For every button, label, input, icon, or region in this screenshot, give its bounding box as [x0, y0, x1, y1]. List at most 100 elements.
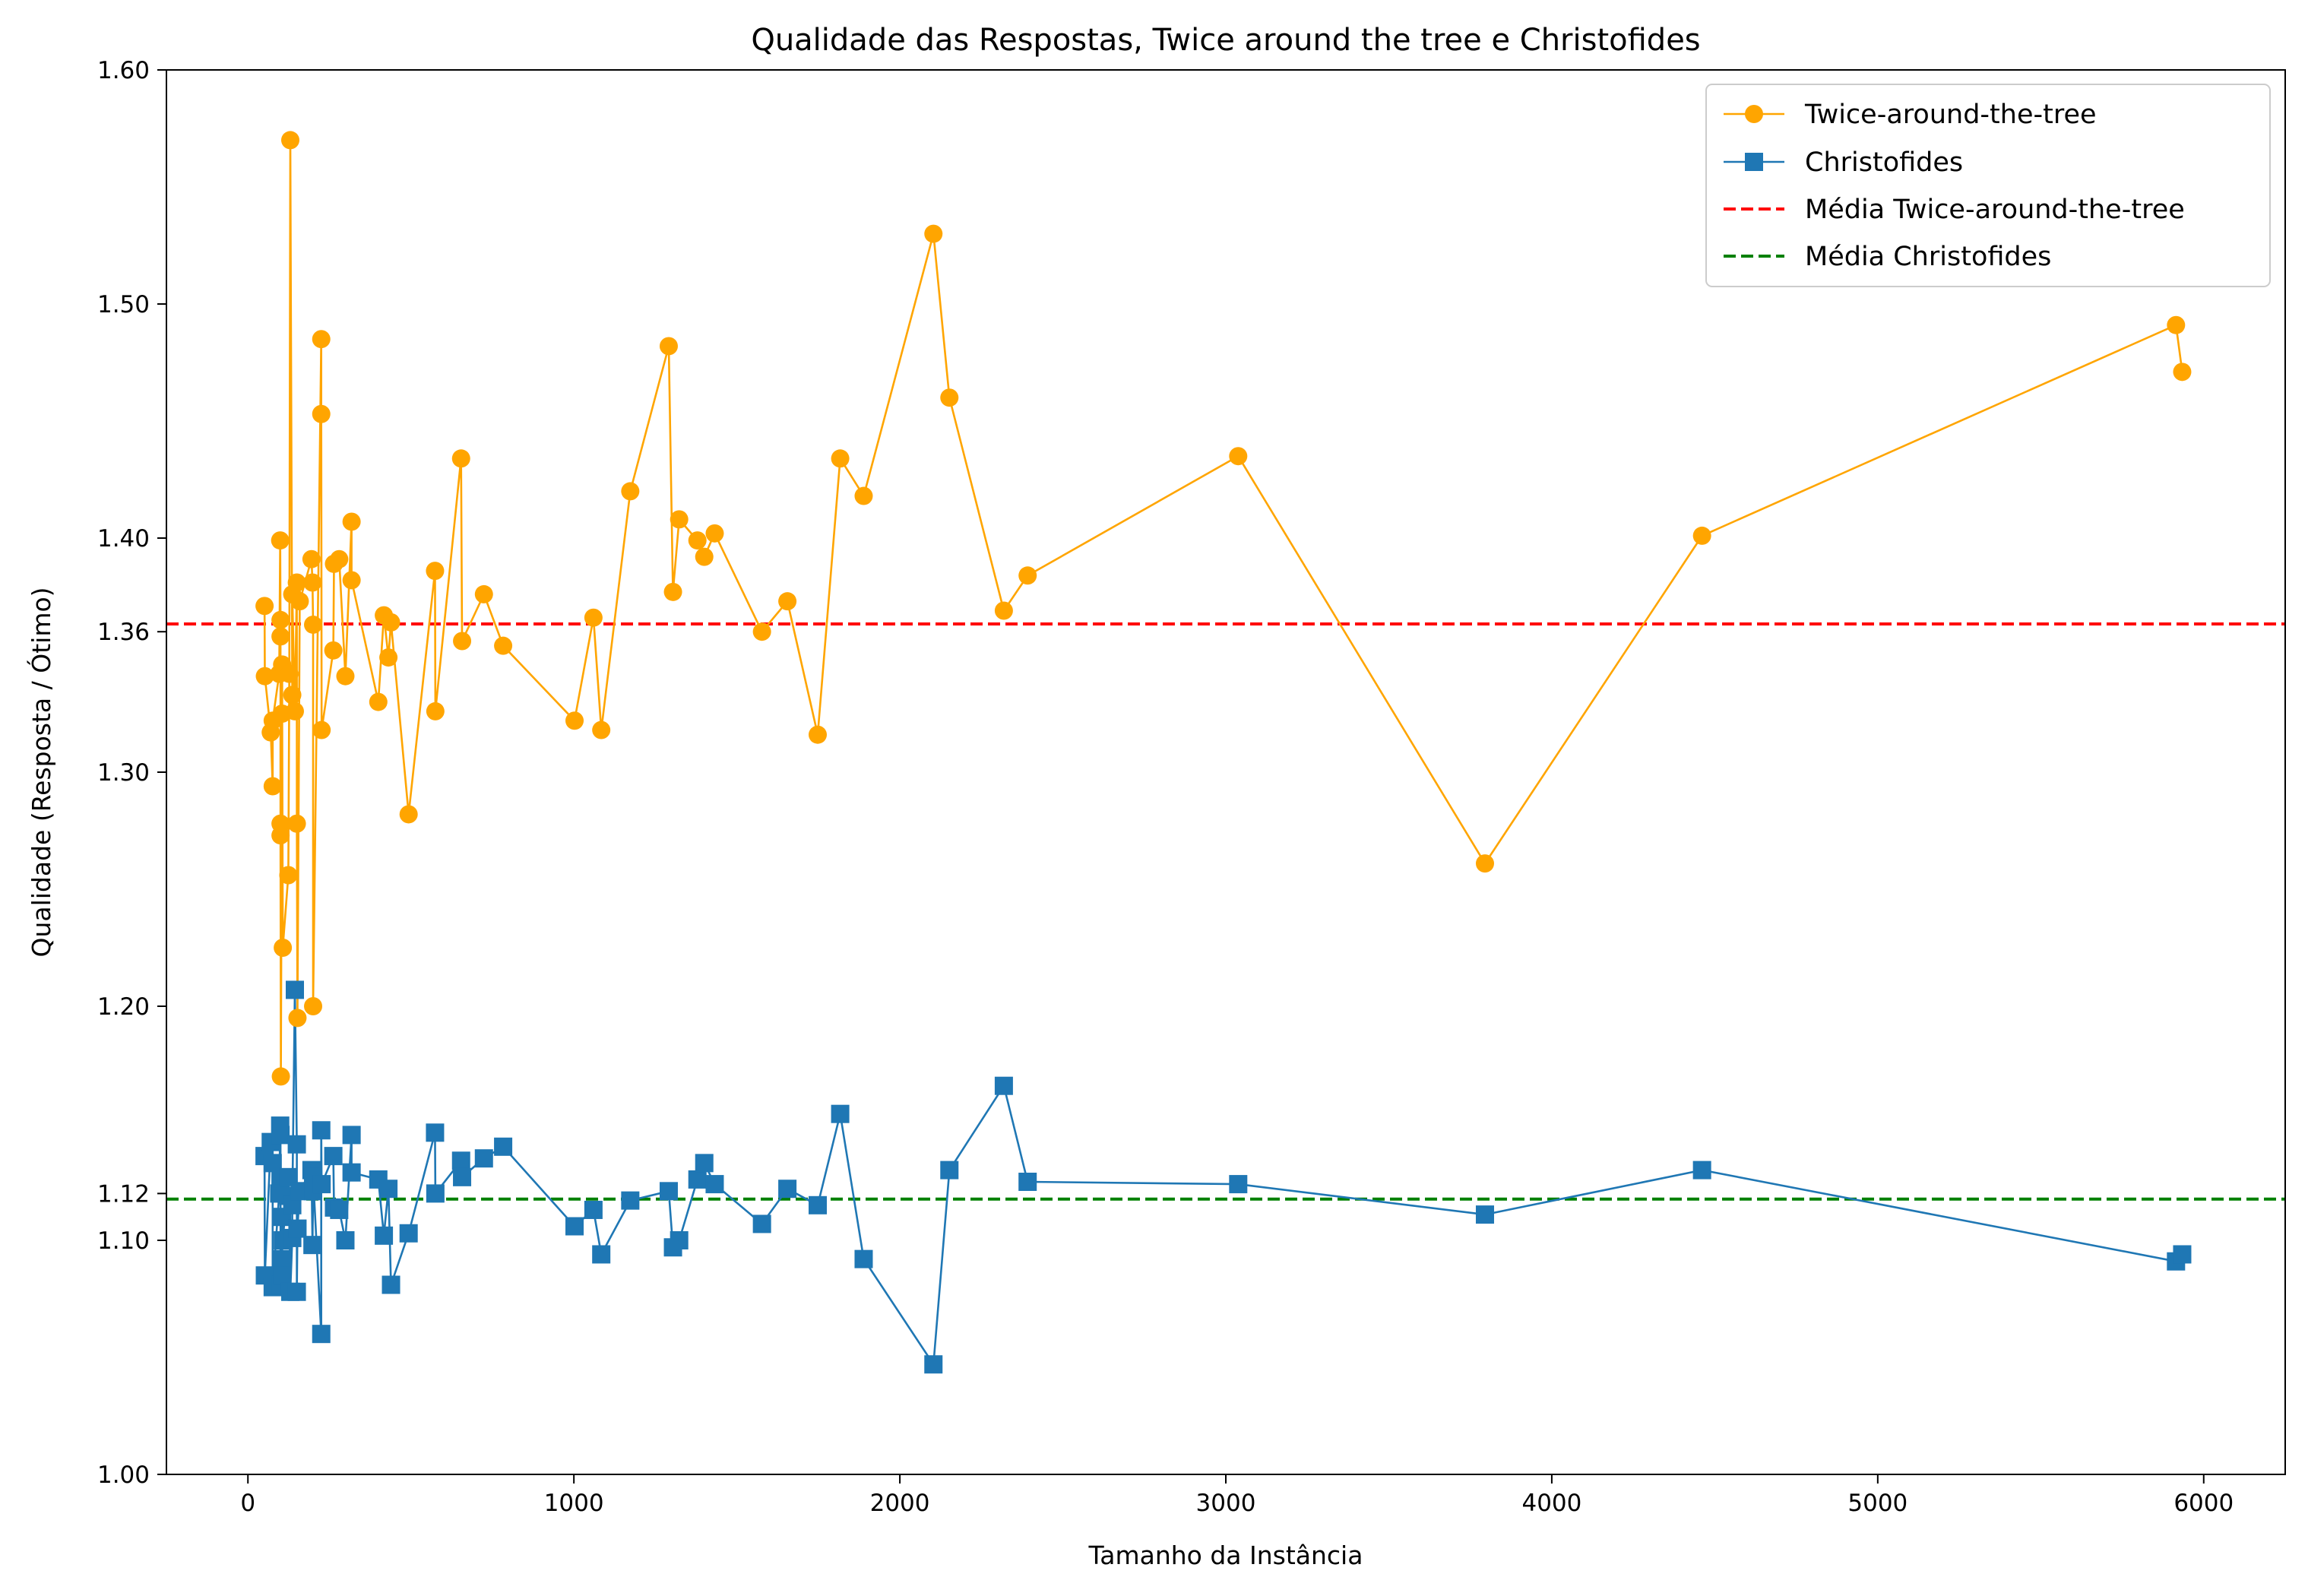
data-point-christofides: [342, 1126, 361, 1145]
data-point-christofides: [426, 1184, 445, 1203]
y-axis: 1.00 1.10 1.12 1.20 1.30 1.36 1.40 1.50 1.60: [97, 57, 166, 1489]
data-point-christofides: [752, 1214, 771, 1233]
data-point-twice: [287, 573, 306, 592]
data-point-christofides: [778, 1180, 797, 1199]
x-tick-label: 4000: [1521, 1490, 1581, 1517]
data-point-twice: [453, 632, 472, 651]
data-point-twice: [565, 711, 584, 730]
data-point-twice: [705, 524, 724, 543]
data-point-christofides: [705, 1175, 724, 1194]
legend-label-twice-mean: Média Twice-around-the-tree: [1805, 195, 2185, 225]
data-point-twice: [312, 330, 331, 349]
reference-lines: [166, 622, 2285, 1201]
plot-background: [166, 70, 2285, 1474]
data-point-christofides: [659, 1182, 678, 1201]
data-point-christofides: [808, 1195, 827, 1214]
x-axis: 0 1000 2000 3000 4000 5000 6000: [240, 1474, 2234, 1517]
data-point-christofides: [592, 1245, 611, 1264]
data-point-christofides: [324, 1147, 343, 1166]
data-point-christofides: [2173, 1245, 2192, 1264]
data-point-christofides: [695, 1154, 714, 1173]
data-point-christofides: [271, 1249, 290, 1268]
data-point-twice: [369, 692, 388, 711]
x-tick-label: 5000: [1847, 1490, 1908, 1517]
legend-marker-christofides: [1745, 153, 1763, 171]
data-point-twice: [312, 404, 331, 423]
data-point-christofides: [330, 1200, 349, 1219]
data-point-twice: [426, 562, 445, 581]
data-point-christofides: [288, 1219, 307, 1238]
legend-label-christofides: Christofides: [1805, 147, 1963, 178]
y-tick-label: 1.36: [97, 619, 150, 646]
data-point-christofides: [426, 1123, 445, 1142]
data-point-twice: [584, 608, 603, 627]
data-point-twice: [994, 601, 1013, 620]
data-point-twice: [808, 725, 827, 744]
data-point-twice: [342, 512, 361, 531]
data-point-christofides: [1018, 1173, 1037, 1191]
data-point-christofides: [303, 1236, 322, 1255]
data-point-christofides: [670, 1231, 689, 1249]
data-point-christofides: [584, 1200, 603, 1219]
x-tick-label: 0: [240, 1490, 255, 1517]
data-point-christofides: [375, 1226, 394, 1245]
data-point-twice: [255, 667, 274, 686]
y-tick-label: 1.40: [97, 525, 150, 553]
data-point-twice: [451, 449, 470, 468]
legend-box: [1705, 84, 2271, 287]
data-point-twice: [474, 584, 493, 603]
y-tick-label: 1.00: [97, 1461, 150, 1489]
data-point-twice: [324, 641, 343, 660]
data-point-christofides: [494, 1137, 513, 1156]
data-point-twice: [287, 814, 306, 833]
legend-label-twice: Twice-around-the-tree: [1804, 100, 2097, 130]
data-point-christofides: [688, 1170, 707, 1189]
data-point-twice: [283, 686, 302, 705]
data-point-twice: [2167, 315, 2186, 334]
data-point-christofides: [312, 1121, 331, 1140]
data-point-twice: [399, 805, 418, 824]
x-tick-label: 3000: [1196, 1490, 1256, 1517]
series-markers: [255, 131, 2192, 1374]
data-point-twice: [695, 547, 714, 566]
x-axis-label: Tamanho da Instância: [1088, 1541, 1363, 1570]
data-point-twice: [263, 777, 282, 796]
data-point-twice: [312, 720, 331, 739]
data-point-twice: [271, 1067, 290, 1086]
x-tick-label: 2000: [870, 1490, 930, 1517]
data-point-twice: [285, 701, 304, 720]
y-axis-label: Qualidade (Resposta / Ótimo): [26, 587, 56, 957]
data-point-christofides: [1229, 1175, 1248, 1194]
data-point-twice: [255, 597, 274, 616]
data-point-twice: [924, 224, 943, 243]
data-point-christofides: [287, 1135, 306, 1154]
data-point-christofides: [285, 980, 304, 999]
data-point-twice: [288, 1009, 307, 1028]
data-point-twice: [290, 592, 309, 611]
data-point-twice: [940, 388, 959, 407]
data-point-christofides: [271, 1126, 290, 1145]
data-point-twice: [304, 615, 323, 634]
data-point-christofides: [854, 1249, 873, 1268]
data-point-twice: [659, 337, 678, 356]
data-point-twice: [670, 510, 689, 529]
data-point-twice: [663, 582, 682, 601]
data-point-christofides: [312, 1175, 331, 1194]
data-point-christofides: [336, 1231, 355, 1249]
data-point-christofides: [831, 1104, 850, 1123]
y-tick-label: 1.20: [97, 993, 150, 1021]
data-point-twice: [274, 939, 293, 957]
data-point-twice: [752, 622, 771, 641]
data-point-twice: [688, 531, 707, 550]
data-point-christofides: [273, 1266, 292, 1285]
data-point-twice: [1475, 854, 1494, 873]
data-point-twice: [279, 866, 298, 885]
data-point-twice: [271, 627, 290, 646]
data-point-twice: [494, 636, 513, 655]
data-point-twice: [303, 573, 322, 592]
y-tick-label: 1.30: [97, 759, 150, 787]
y-tick-label: 1.10: [97, 1227, 150, 1255]
data-point-christofides: [342, 1163, 361, 1182]
data-point-christofides: [940, 1161, 959, 1180]
